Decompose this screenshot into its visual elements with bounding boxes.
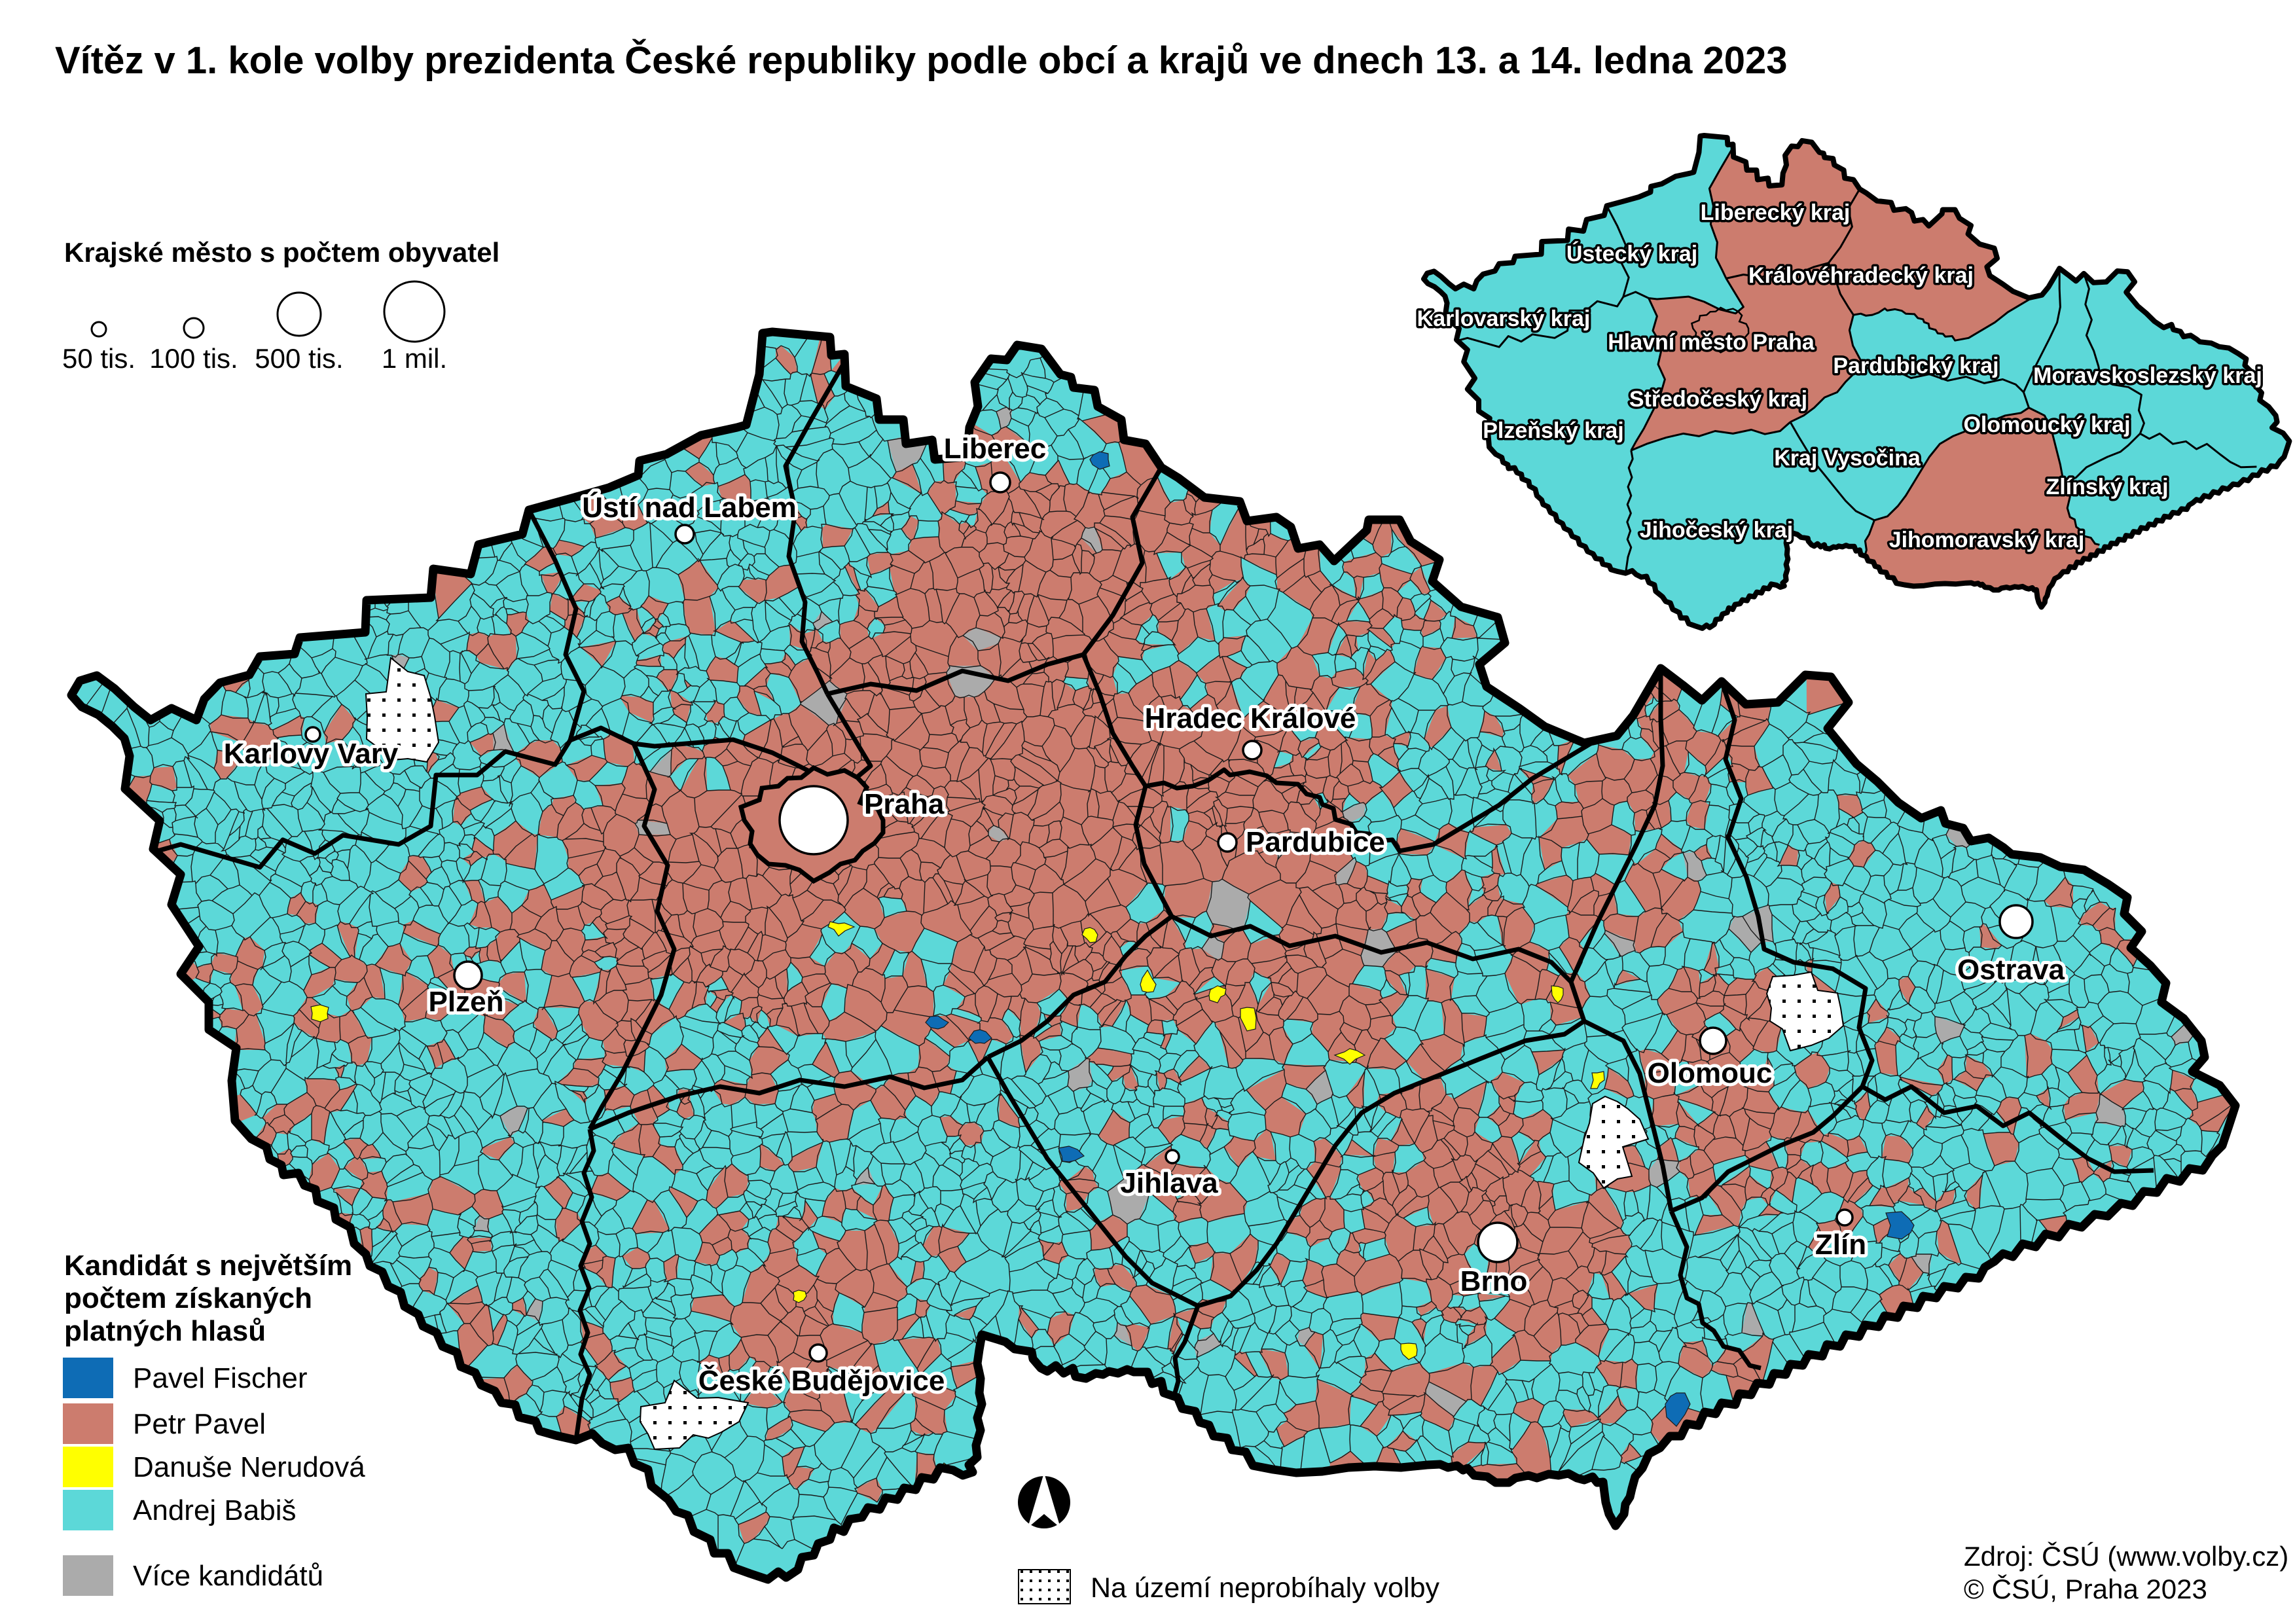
svg-text:Praha: Praha [864, 788, 945, 820]
svg-text:počtem získaných: počtem získaných [64, 1282, 312, 1314]
svg-text:© ČSÚ, Praha 2023: © ČSÚ, Praha 2023 [1964, 1574, 2207, 1604]
svg-text:Karlovy Vary: Karlovy Vary [224, 738, 399, 770]
svg-text:Jihlava: Jihlava [1120, 1167, 1218, 1199]
svg-text:Liberecký kraj: Liberecký kraj [1701, 200, 1851, 225]
svg-text:Karlovarský kraj: Karlovarský kraj [1417, 306, 1591, 331]
svg-text:Danuše Nerudová: Danuše Nerudová [133, 1451, 365, 1483]
svg-text:Zdroj: ČSÚ (www.volby.cz): Zdroj: ČSÚ (www.volby.cz) [1964, 1541, 2288, 1572]
svg-text:Středočeský kraj: Středočeský kraj [1629, 387, 1807, 412]
svg-text:Zlín: Zlín [1815, 1229, 1866, 1261]
svg-text:Pardubice: Pardubice [1246, 826, 1385, 858]
svg-text:Hradec Králové: Hradec Králové [1145, 702, 1356, 734]
svg-text:Na území neprobíhaly volby: Na území neprobíhaly volby [1091, 1572, 1440, 1604]
svg-text:Jihočeský kraj: Jihočeský kraj [1640, 518, 1793, 543]
svg-text:Brno: Brno [1460, 1265, 1528, 1297]
svg-text:Kandidát s největším: Kandidát s největším [64, 1250, 352, 1282]
svg-text:Olomoucký kraj: Olomoucký kraj [1963, 412, 2130, 437]
svg-text:platných hlasů: platných hlasů [64, 1315, 266, 1347]
svg-text:Pardubický kraj: Pardubický kraj [1833, 353, 1998, 378]
svg-text:Plzeňský kraj: Plzeňský kraj [1483, 418, 1623, 443]
svg-text:Jihomoravský kraj: Jihomoravský kraj [1889, 528, 2085, 552]
svg-text:Liberec: Liberec [944, 433, 1047, 465]
svg-text:100 tis.: 100 tis. [149, 343, 238, 374]
svg-text:500 tis.: 500 tis. [255, 343, 343, 374]
svg-text:Královéhradecký kraj: Královéhradecký kraj [1748, 263, 1974, 288]
svg-text:Ostrava: Ostrava [1957, 954, 2065, 986]
svg-text:Krajské město s počtem obyvate: Krajské město s počtem obyvatel [64, 237, 499, 268]
svg-text:Kraj Vysočina: Kraj Vysočina [1774, 446, 1921, 471]
svg-text:Hlavní město Praha: Hlavní město Praha [1608, 330, 1815, 355]
svg-text:50 tis.: 50 tis. [62, 343, 136, 374]
svg-text:Petr Pavel: Petr Pavel [133, 1408, 266, 1440]
svg-text:Moravskoslezský kraj: Moravskoslezský kraj [2033, 363, 2262, 388]
svg-text:Plzeň: Plzeň [429, 986, 504, 1018]
svg-text:Pavel Fischer: Pavel Fischer [133, 1362, 308, 1394]
svg-text:1 mil.: 1 mil. [382, 343, 447, 374]
svg-text:Vítěz v 1. kole volby preziden: Vítěz v 1. kole volby prezidenta České r… [55, 39, 1788, 82]
svg-text:Andrej Babiš: Andrej Babiš [133, 1494, 296, 1526]
svg-text:Více kandidátů: Více kandidátů [133, 1560, 323, 1592]
svg-text:České Budějovice: České Budějovice [698, 1363, 945, 1397]
svg-text:Ústecký kraj: Ústecký kraj [1566, 242, 1697, 266]
svg-text:Ústí nad Labem: Ústí nad Labem [582, 491, 797, 524]
svg-text:Olomouc: Olomouc [1648, 1057, 1773, 1089]
svg-text:Zlínský kraj: Zlínský kraj [2046, 475, 2168, 499]
